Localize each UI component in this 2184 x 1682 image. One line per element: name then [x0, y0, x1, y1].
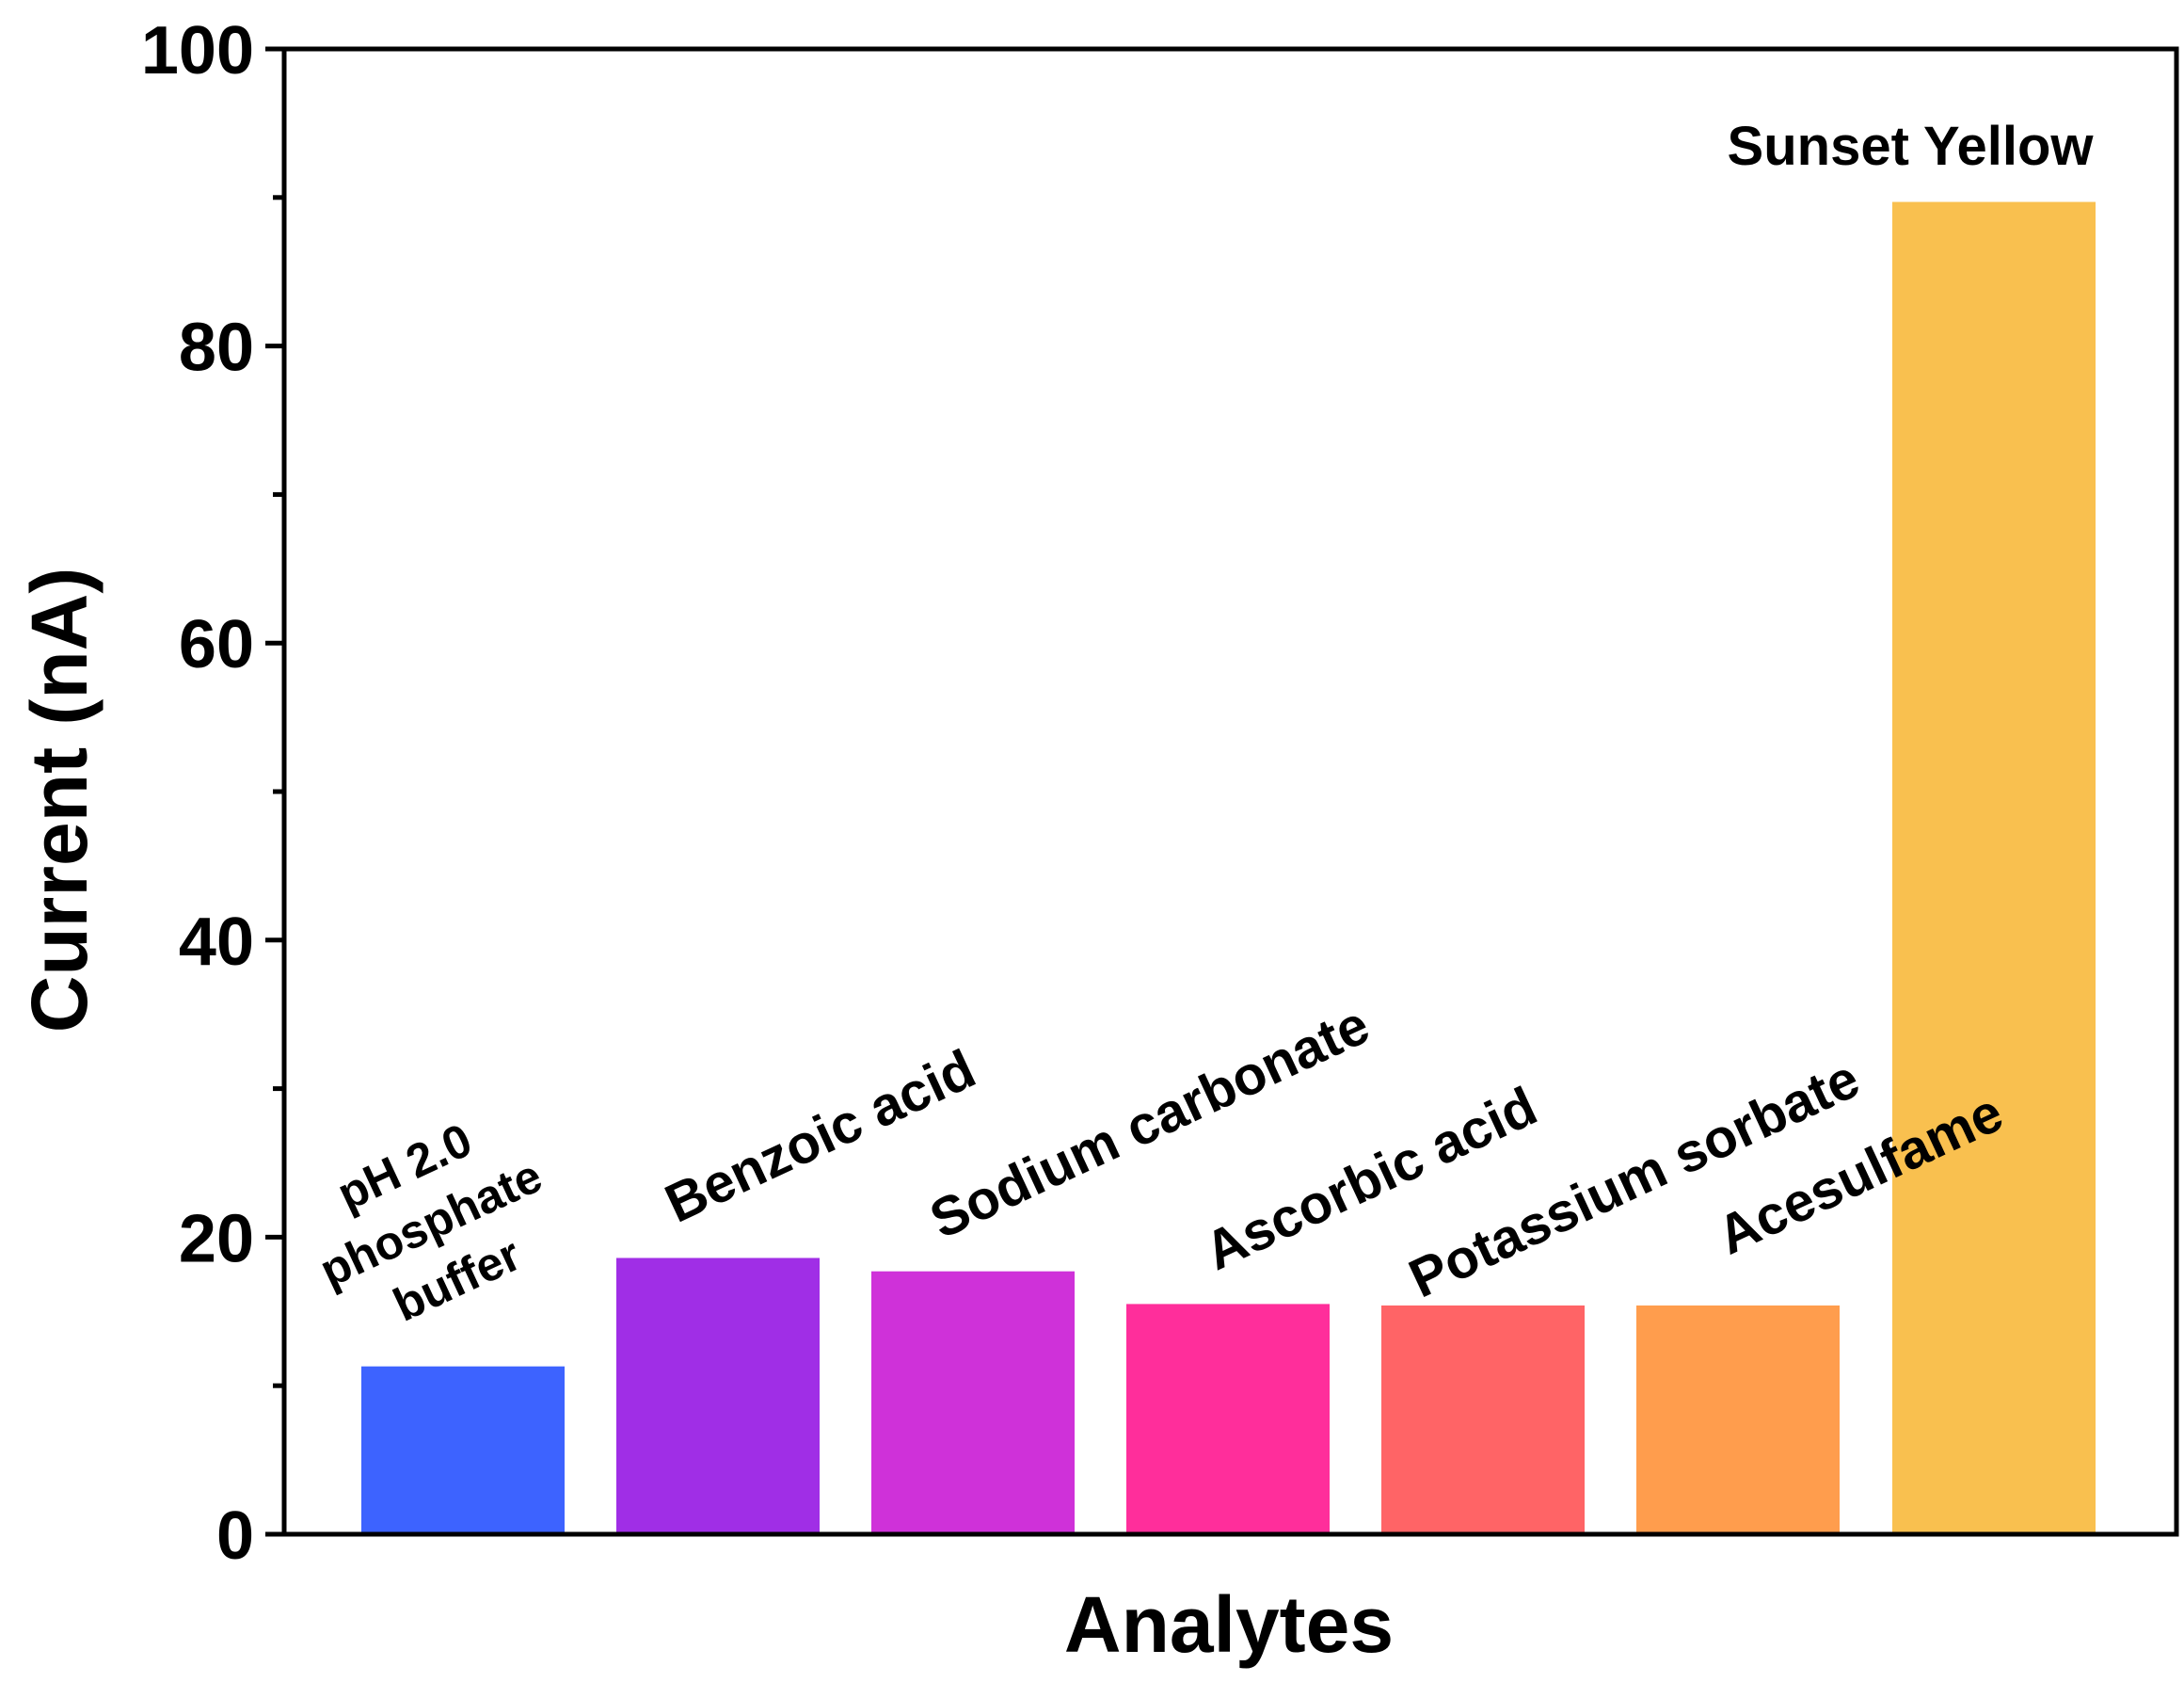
- bar-2: [616, 1257, 820, 1534]
- y-tick-label: 80: [179, 311, 254, 386]
- bar-label-7: Sunset Yellow: [1728, 116, 2095, 177]
- x-axis-title: Analytes: [1064, 1580, 1394, 1669]
- bar-3: [871, 1271, 1075, 1534]
- y-axis-ticks: 0 20 40 60 80 100: [141, 13, 284, 1574]
- bar-6: [1636, 1305, 1840, 1534]
- bars-layer: [361, 201, 2096, 1535]
- y-tick-label: 60: [179, 607, 254, 682]
- bar-4: [1126, 1304, 1330, 1534]
- plot-frame: [281, 46, 2179, 1537]
- y-tick-label: 20: [179, 1201, 254, 1276]
- y-axis-title: Current (nA): [15, 568, 104, 1033]
- bar-5: [1381, 1305, 1585, 1534]
- y-tick-label: 100: [141, 13, 254, 88]
- bar-label-line: Sunset Yellow: [1728, 116, 2095, 177]
- y-tick-label: 40: [179, 905, 254, 980]
- bar-1: [361, 1366, 565, 1534]
- bar-7: [1892, 201, 2096, 1535]
- y-tick-label: 0: [216, 1498, 254, 1574]
